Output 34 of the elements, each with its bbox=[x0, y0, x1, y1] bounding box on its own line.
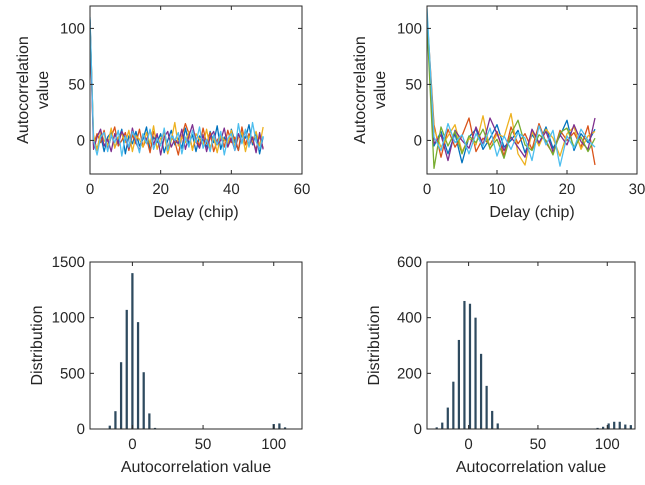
y-tick-label: 0 bbox=[76, 132, 85, 150]
y-tick-label: 100 bbox=[60, 20, 85, 38]
y-axis-title: Distribution bbox=[366, 305, 383, 386]
x-tick-label: 30 bbox=[628, 181, 645, 198]
x-tick-label: 40 bbox=[222, 181, 240, 198]
x-axis-title: Autocorrelation value bbox=[456, 459, 606, 476]
x-axis-title: Autocorrelation value bbox=[120, 459, 272, 476]
x-tick-label: 100 bbox=[261, 436, 286, 453]
y-tick-label: 0 bbox=[414, 132, 422, 150]
y-tick-label: 1500 bbox=[52, 254, 85, 271]
y-tick-label: 1000 bbox=[52, 310, 85, 327]
x-tick-label: 0 bbox=[128, 436, 137, 453]
y-tick-label: 50 bbox=[68, 76, 85, 94]
x-tick-label: 60 bbox=[294, 181, 310, 198]
y-tick-label: 400 bbox=[396, 310, 422, 327]
y-tick-label: 200 bbox=[396, 365, 422, 382]
x-axis-title: Delay (chip) bbox=[153, 204, 239, 221]
y-axis-title: Autocorrelation value bbox=[15, 36, 52, 144]
y-tick-label: 50 bbox=[405, 76, 422, 94]
y-tick-label: 0 bbox=[76, 421, 85, 438]
y-tick-label: 0 bbox=[414, 421, 422, 438]
x-tick-label: 0 bbox=[464, 436, 473, 453]
y-tick-label: 600 bbox=[396, 254, 422, 271]
x-tick-label: 100 bbox=[594, 436, 620, 453]
x-axis-title: Delay (chip) bbox=[489, 204, 575, 221]
y-tick-label: 100 bbox=[396, 20, 422, 38]
y-tick-label: 500 bbox=[60, 365, 85, 382]
x-tick-label: 10 bbox=[488, 181, 506, 198]
y-axis-title: Distribution bbox=[29, 305, 46, 386]
x-tick-label: 20 bbox=[558, 181, 576, 198]
x-tick-label: 50 bbox=[194, 436, 212, 453]
y-axis-title: Autocorrelation value bbox=[352, 36, 389, 144]
x-tick-label: 20 bbox=[152, 181, 170, 198]
x-tick-label: 50 bbox=[530, 436, 546, 453]
